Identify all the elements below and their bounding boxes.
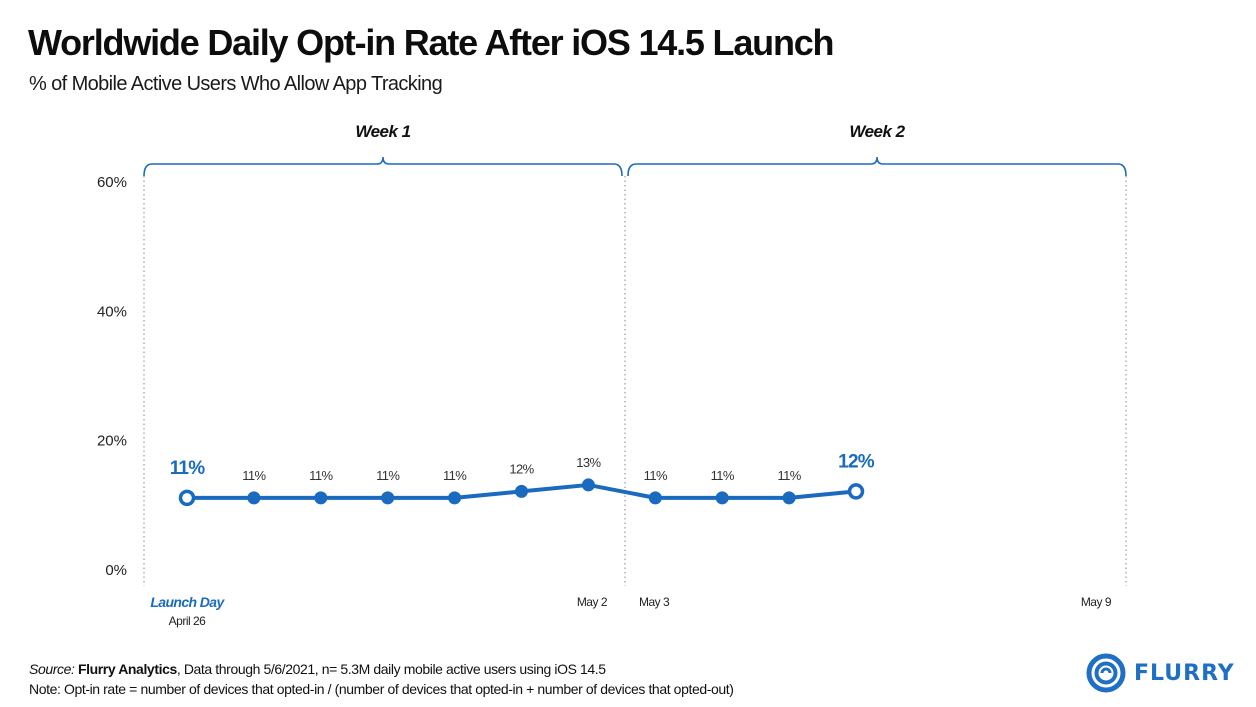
data-label: 11%: [644, 468, 668, 483]
highlight-data-label: 11%: [170, 458, 205, 479]
data-label: 11%: [443, 468, 467, 483]
y-axis-ticks: 0% 20% 40% 60%: [97, 174, 127, 579]
data-point: [782, 491, 796, 505]
data-labels: 11% 11% 11% 11% 11% 12% 13% 11% 11% 11% 12%: [170, 451, 876, 483]
week-brace: [627, 156, 1127, 177]
x-label: May 9: [1081, 595, 1112, 609]
highlight-point: [178, 489, 196, 507]
source-note: Source: Flurry Analytics, Data through 5…: [29, 661, 606, 677]
chart-title: Worldwide Daily Opt-in Rate After iOS 14…: [28, 22, 835, 63]
source-name: Flurry Analytics: [77, 661, 177, 677]
x-label: May 3: [639, 595, 670, 609]
data-point: [314, 491, 328, 505]
flurry-logo: FLURRY: [1086, 653, 1235, 693]
source-details: , Data through 5/6/2021, n= 5.3M daily m…: [176, 661, 606, 677]
y-tick-label: 20%: [97, 433, 127, 450]
highlight-data-label: 12%: [838, 451, 875, 472]
data-label: 11%: [309, 468, 333, 483]
week-braces: Week 1 Week 2: [143, 122, 1127, 177]
data-point: [247, 491, 261, 505]
data-label: 11%: [242, 468, 266, 483]
method-note: Note: Opt-in rate = number of devices th…: [29, 681, 734, 697]
data-label: 11%: [711, 468, 735, 483]
y-tick-label: 40%: [97, 303, 127, 320]
y-tick-label: 0%: [105, 562, 127, 579]
week-dividers: [143, 176, 1127, 586]
y-tick-label: 60%: [97, 174, 127, 191]
data-label: 11%: [376, 468, 400, 483]
data-label: 13%: [576, 455, 601, 470]
flurry-swirl-icon: [1086, 653, 1126, 693]
x-label: May 2: [577, 595, 608, 609]
x-label-launch-day: Launch Day: [150, 594, 225, 610]
data-point: [515, 484, 528, 498]
line-chart: 0%20%40%60% Week 1 Week 2 11% 11% 11% 11% 11%…: [97, 122, 1127, 628]
week-label: Week 2: [849, 122, 905, 141]
data-label: 11%: [777, 468, 801, 483]
source-prefix: Source:: [29, 661, 75, 677]
week-brace: [143, 156, 623, 177]
logo-text: FLURRY: [1134, 660, 1235, 686]
chart-subtitle: % of Mobile Active Users Who Allow App T…: [29, 73, 443, 95]
x-label-launch-date: April 26: [169, 614, 207, 628]
data-label: 12%: [509, 461, 534, 476]
data-point: [581, 478, 595, 492]
data-point: [448, 491, 462, 505]
data-point: [715, 491, 729, 505]
data-point: [648, 491, 662, 505]
week-label: Week 1: [355, 122, 410, 141]
x-axis-labels: Launch Day April 26 May 2 May 3 May 9: [150, 594, 1112, 628]
highlight-point: [847, 483, 865, 500]
data-point: [381, 491, 395, 505]
data-points: [178, 478, 865, 507]
